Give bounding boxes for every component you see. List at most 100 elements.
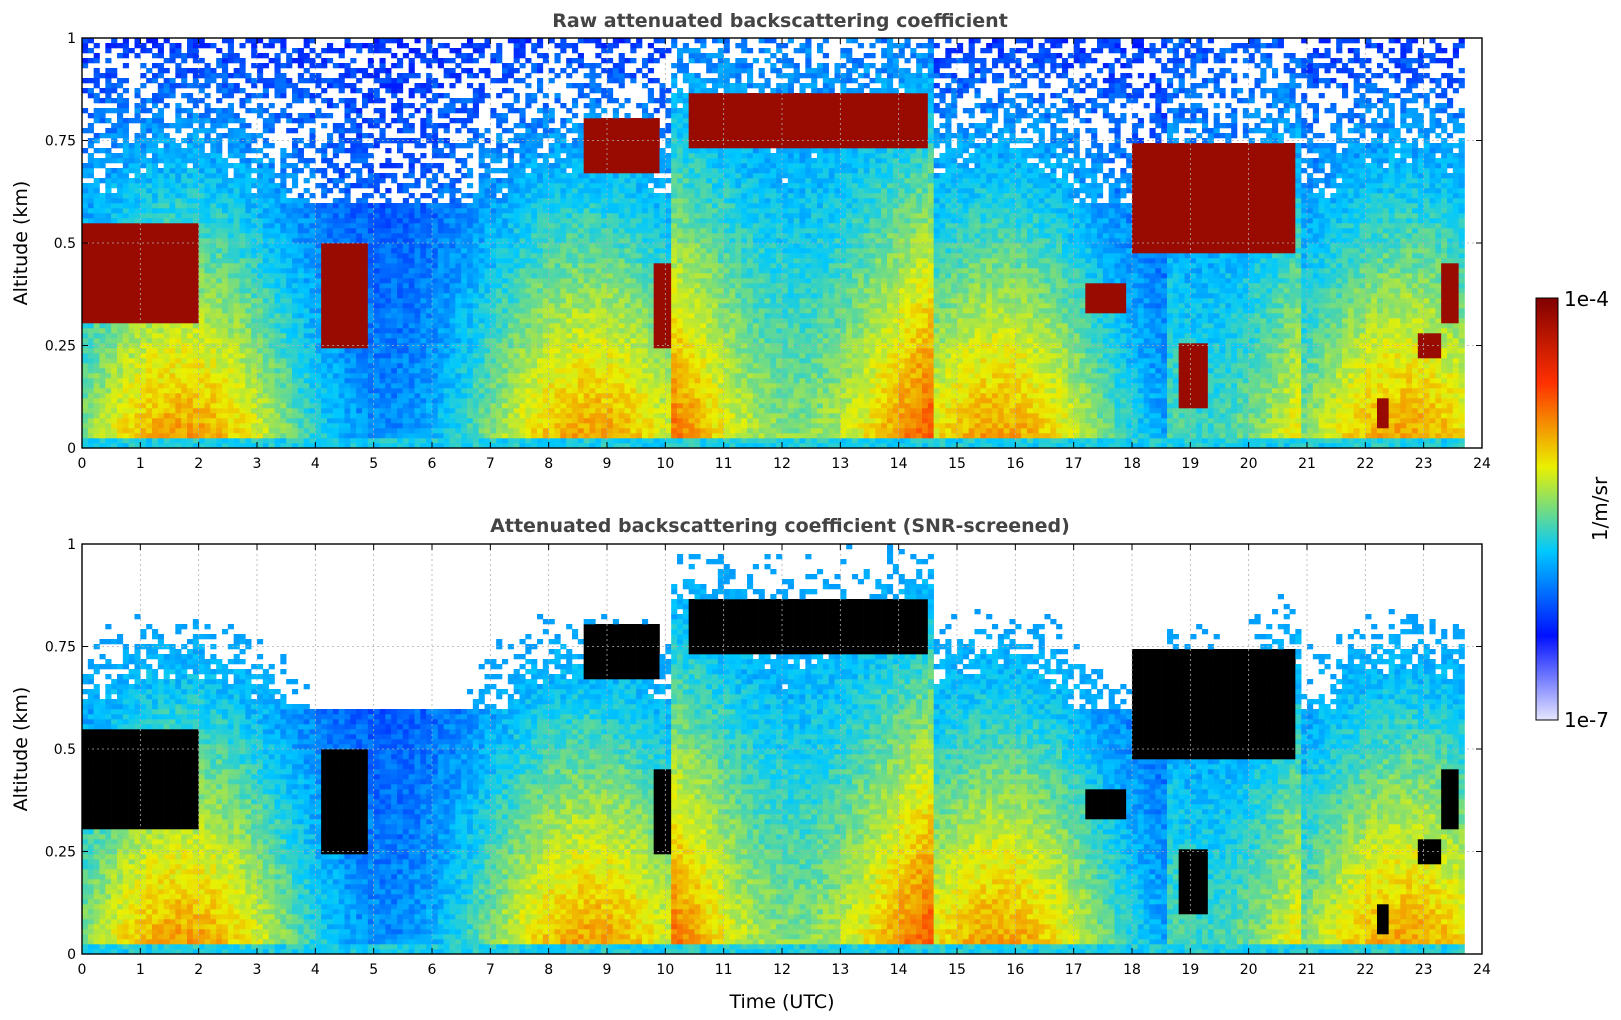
backscatter-cell xyxy=(397,368,404,374)
backscatter-cell xyxy=(321,298,328,304)
backscatter-cell xyxy=(198,138,205,144)
backscatter-cell xyxy=(82,228,89,234)
backscatter-cell xyxy=(367,383,374,389)
backscatter-cell xyxy=(332,123,339,129)
backscatter-cell xyxy=(408,238,415,244)
backscatter-cell xyxy=(321,368,328,374)
backscatter-cell xyxy=(490,423,497,429)
backscatter-cell xyxy=(251,53,258,59)
backscatter-cell xyxy=(140,313,147,319)
backscatter-cell xyxy=(502,268,509,274)
backscatter-cell xyxy=(93,293,100,299)
backscatter-cell xyxy=(192,368,199,374)
backscatter-cell xyxy=(216,298,223,304)
backscatter-cell xyxy=(344,358,351,364)
backscatter-cell xyxy=(262,348,269,354)
backscatter-cell xyxy=(472,48,479,54)
backscatter-cell xyxy=(414,83,421,89)
backscatter-cell xyxy=(490,408,497,414)
backscatter-cell xyxy=(216,88,223,94)
backscatter-cell xyxy=(496,383,503,389)
backscatter-cell xyxy=(245,383,252,389)
backscatter-cell xyxy=(502,248,509,254)
backscatter-cell xyxy=(140,243,147,249)
backscatter-cell xyxy=(251,133,258,139)
backscatter-cell xyxy=(461,358,468,364)
backscatter-cell xyxy=(227,233,234,239)
backscatter-cell xyxy=(233,53,240,59)
backscatter-cell xyxy=(122,413,129,419)
backscatter-cell xyxy=(332,128,339,134)
backscatter-cell xyxy=(227,298,234,304)
backscatter-cell xyxy=(420,123,427,129)
backscatter-cell xyxy=(134,178,141,184)
backscatter-cell xyxy=(210,333,217,339)
backscatter-cell xyxy=(362,148,369,154)
backscatter-cell xyxy=(82,328,89,334)
backscatter-cell xyxy=(303,308,310,314)
backscatter-cell xyxy=(478,238,485,244)
backscatter-cell xyxy=(350,213,357,219)
backscatter-cell xyxy=(309,48,316,54)
backscatter-cell xyxy=(292,128,299,134)
backscatter-cell xyxy=(140,193,147,199)
backscatter-cell xyxy=(134,328,141,334)
backscatter-cell xyxy=(344,298,351,304)
backscatter-cell xyxy=(443,103,450,109)
backscatter-cell xyxy=(134,348,141,354)
backscatter-cell xyxy=(385,323,392,329)
backscatter-cell xyxy=(251,243,258,249)
backscatter-cell xyxy=(356,378,363,384)
backscatter-cell xyxy=(210,173,217,179)
backscatter-cell xyxy=(169,158,176,164)
backscatter-cell xyxy=(99,303,106,309)
backscatter-cell xyxy=(216,63,223,69)
backscatter-cell xyxy=(327,83,334,89)
backscatter-cell xyxy=(187,213,194,219)
backscatter-cell xyxy=(210,163,217,169)
backscatter-cell xyxy=(87,143,94,149)
backscatter-cell xyxy=(204,63,211,69)
backscatter-cell xyxy=(187,178,194,184)
backscatter-cell xyxy=(385,203,392,209)
backscatter-cell xyxy=(338,253,345,259)
backscatter-cell xyxy=(216,48,223,54)
backscatter-cell xyxy=(105,373,112,379)
backscatter-cell xyxy=(490,273,497,279)
backscatter-cell xyxy=(274,368,281,374)
backscatter-cell xyxy=(472,128,479,134)
backscatter-cell xyxy=(169,223,176,229)
backscatter-cell xyxy=(362,418,369,424)
backscatter-cell xyxy=(443,108,450,114)
backscatter-cell xyxy=(140,328,147,334)
backscatter-cell xyxy=(222,108,229,114)
backscatter-cell xyxy=(134,203,141,209)
backscatter-cell xyxy=(303,323,310,329)
backscatter-cell xyxy=(309,368,316,374)
backscatter-cell xyxy=(93,93,100,99)
backscatter-cell xyxy=(455,198,462,204)
backscatter-cell xyxy=(146,198,153,204)
backscatter-cell xyxy=(204,243,211,249)
backscatter-cell xyxy=(134,113,141,119)
backscatter-cell xyxy=(344,418,351,424)
backscatter-cell xyxy=(198,68,205,74)
backscatter-cell xyxy=(472,438,479,444)
backscatter-cell xyxy=(484,218,491,224)
backscatter-cell xyxy=(397,148,404,154)
backscatter-cell xyxy=(297,313,304,319)
backscatter-cell xyxy=(426,353,433,359)
backscatter-cell xyxy=(192,188,199,194)
backscatter-cell xyxy=(87,288,94,294)
backscatter-cell xyxy=(303,118,310,124)
backscatter-cell xyxy=(192,218,199,224)
backscatter-cell xyxy=(99,393,106,399)
backscatter-cell xyxy=(502,308,509,314)
backscatter-cell xyxy=(128,433,135,439)
backscatter-cell xyxy=(356,148,363,154)
backscatter-cell xyxy=(111,383,118,389)
backscatter-cell xyxy=(134,438,141,444)
backscatter-cell xyxy=(239,443,246,449)
backscatter-cell xyxy=(93,423,100,429)
backscatter-cell xyxy=(286,203,293,209)
